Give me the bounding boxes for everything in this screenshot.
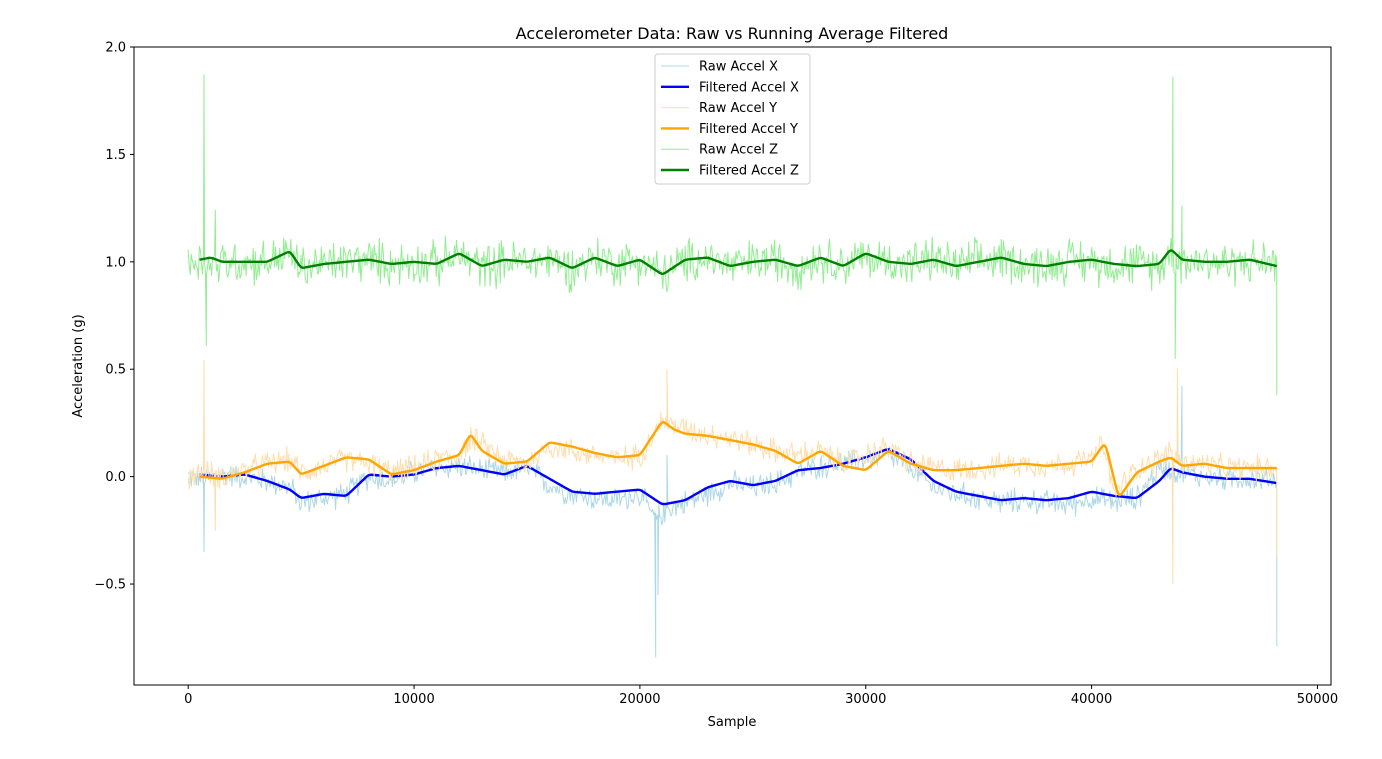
y-axis: −0.5 0.0 0.5 1.0 1.5 2.0: [94, 41, 134, 593]
series-line-filtered-accel-z: [199, 249, 1278, 275]
legend-label-filtered-accel-x: Filtered Accel X: [699, 80, 799, 95]
chart-title: Accelerometer Data: Raw vs Running Avera…: [516, 24, 949, 43]
y-tick-label: 0.5: [105, 363, 126, 378]
series-line-raw-accel-z: [187, 74, 1278, 396]
legend-label-raw-accel-x: Raw Accel X: [699, 60, 778, 75]
x-tick-label: 0: [184, 692, 192, 707]
y-tick-label: −0.5: [94, 578, 126, 593]
x-axis-label: Sample: [708, 715, 757, 730]
y-tick-label: 1.0: [105, 255, 126, 270]
legend-label-filtered-accel-y: Filtered Accel Y: [699, 122, 798, 137]
series-line-filtered-accel-y: [199, 421, 1277, 497]
series-line-filtered-accel-x: [199, 448, 1277, 506]
x-tick-label: 30000: [845, 692, 886, 707]
legend-label-raw-accel-y: Raw Accel Y: [699, 101, 777, 116]
x-tick-label: 20000: [619, 692, 660, 707]
y-tick-label: 2.0: [105, 41, 126, 56]
legend-label-raw-accel-z: Raw Accel Z: [699, 143, 778, 158]
series-line-raw-accel-x: [187, 385, 1278, 658]
legend-box: [654, 53, 811, 185]
y-tick-label: 0.0: [105, 470, 126, 485]
series-layer: [187, 74, 1278, 658]
x-tick-label: 10000: [393, 692, 434, 707]
x-tick-label: 40000: [1071, 692, 1112, 707]
legend: Raw Accel X Filtered Accel X Raw Accel Y Fi…: [654, 53, 811, 185]
legend-label-filtered-accel-z: Filtered Accel Z: [699, 164, 799, 179]
y-axis-label: Acceleration (g): [71, 314, 86, 417]
x-tick-label: 50000: [1297, 692, 1338, 707]
x-axis: 0 10000 20000 30000 40000 50000: [184, 685, 1338, 707]
y-tick-label: 1.5: [105, 148, 126, 163]
plot-frame: [133, 46, 1332, 686]
